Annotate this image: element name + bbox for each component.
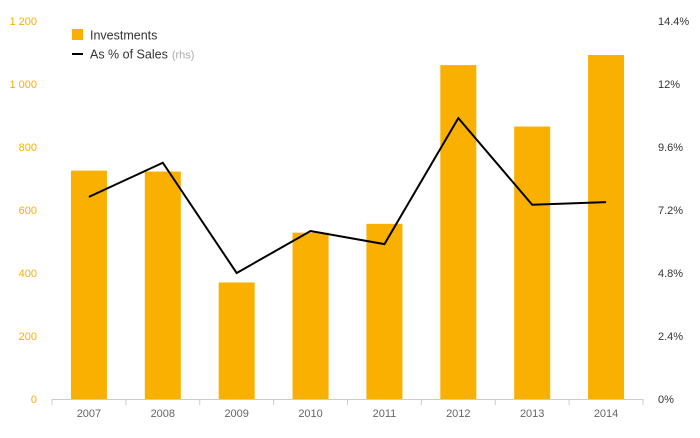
right-tick-label: 12% bbox=[658, 79, 680, 91]
x-tick-label: 2013 bbox=[520, 408, 544, 420]
bar-2013 bbox=[514, 127, 550, 399]
bar-2009 bbox=[219, 282, 255, 399]
left-tick-label: 200 bbox=[19, 331, 37, 343]
bar-2008 bbox=[145, 172, 181, 399]
bar-2011 bbox=[366, 224, 402, 399]
right-tick-label: 4.8% bbox=[658, 268, 683, 280]
x-axis: 2007 2008 2009 2010 2011 2012 2013 2014 bbox=[52, 399, 643, 420]
left-tick-label: 1 200 bbox=[9, 16, 37, 28]
bar-2010 bbox=[293, 233, 329, 399]
x-tick-label: 2011 bbox=[373, 408, 397, 420]
right-tick-label: 7.2% bbox=[658, 205, 683, 217]
x-tick-label: 2008 bbox=[151, 408, 175, 420]
left-tick-label: 1 000 bbox=[9, 79, 37, 91]
legend-label-investments: Investments bbox=[90, 29, 157, 43]
legend: Investments As % of Sales (rhs) bbox=[72, 29, 194, 62]
x-tick-label: 2009 bbox=[224, 408, 248, 420]
x-tick-label: 2014 bbox=[594, 408, 618, 420]
x-tick-label: 2010 bbox=[298, 408, 322, 420]
x-tick-label: 2007 bbox=[77, 408, 101, 420]
x-tick-label: 2012 bbox=[446, 408, 470, 420]
legend-swatch-investments bbox=[72, 29, 83, 40]
legend-label-sales-pct-name: As % of Sales bbox=[90, 48, 168, 62]
left-tick-label: 400 bbox=[19, 268, 37, 280]
left-axis: 0 200 400 600 800 1 000 1 200 bbox=[9, 16, 37, 406]
left-tick-label: 800 bbox=[19, 142, 37, 154]
left-tick-label: 0 bbox=[31, 394, 37, 406]
right-tick-label: 14.4% bbox=[658, 16, 689, 28]
left-tick-label: 600 bbox=[19, 205, 37, 217]
right-tick-label: 9.6% bbox=[658, 142, 683, 154]
right-axis: 0% 2.4% 4.8% 7.2% 9.6% 12% 14.4% bbox=[658, 16, 689, 406]
right-tick-label: 0% bbox=[658, 394, 674, 406]
legend-label-sales-pct: As % of Sales (rhs) bbox=[90, 48, 194, 62]
right-tick-label: 2.4% bbox=[658, 331, 683, 343]
bar-2007 bbox=[71, 171, 107, 399]
bar-2012 bbox=[440, 65, 476, 399]
bar-2014 bbox=[588, 55, 624, 399]
bar-series bbox=[71, 55, 624, 399]
legend-label-rhs-suffix: (rhs) bbox=[172, 50, 195, 62]
